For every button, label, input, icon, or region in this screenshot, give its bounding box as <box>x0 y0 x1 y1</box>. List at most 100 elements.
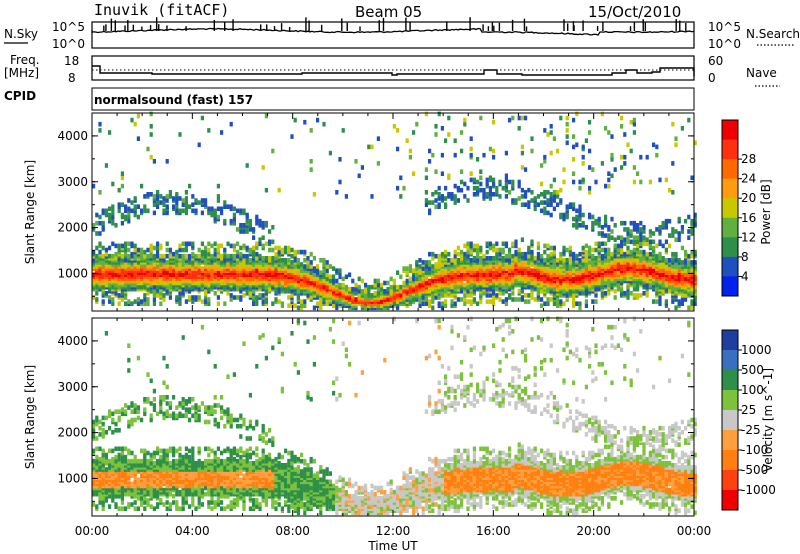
power-cell <box>229 121 233 127</box>
power-cell <box>149 270 153 275</box>
power-cell <box>492 301 496 306</box>
power-cell <box>213 291 217 296</box>
power-cell <box>344 301 348 306</box>
velocity-cell <box>149 504 153 509</box>
power-cell <box>92 249 96 255</box>
power-cell <box>600 225 604 230</box>
power-cell <box>242 243 246 249</box>
power-cell <box>517 183 521 189</box>
nsky-trace <box>91 17 695 36</box>
velocity-cell <box>120 500 124 505</box>
power-cell <box>575 111 579 117</box>
power-cell <box>591 225 595 230</box>
power-cell <box>626 227 630 232</box>
power-cell <box>456 185 460 191</box>
power-cell <box>207 247 211 253</box>
power-cell <box>504 150 508 156</box>
colorbar-swatch <box>722 120 738 141</box>
power-cell <box>674 229 678 234</box>
power-cell <box>418 282 422 288</box>
power-cell <box>216 194 220 199</box>
power-cell <box>264 299 268 304</box>
power-cell <box>399 284 403 290</box>
velocity-cell <box>162 463 166 468</box>
velocity-cell <box>92 434 96 439</box>
power-cell <box>424 202 428 207</box>
velocity-cell <box>117 415 121 421</box>
power-cell <box>517 196 521 201</box>
power-cell <box>530 190 534 195</box>
power-cell <box>101 253 105 259</box>
power-cell <box>396 270 400 275</box>
power-cell <box>328 264 332 269</box>
power-cell <box>588 270 592 275</box>
power-cell <box>524 293 528 298</box>
velocity-cell <box>114 465 118 470</box>
power-cell <box>498 272 502 278</box>
power-cell <box>332 266 336 271</box>
power-cell <box>95 220 99 226</box>
power-cell <box>322 268 326 273</box>
power-cell <box>613 223 617 228</box>
power-cell <box>652 245 656 251</box>
power-cell <box>623 251 627 257</box>
power-cell <box>514 243 518 249</box>
nsearch-label: N.Search <box>746 27 800 41</box>
power-cell <box>479 260 483 265</box>
power-cell <box>239 208 243 214</box>
power-cell <box>632 220 636 226</box>
power-cell <box>479 181 483 187</box>
velocity-cell <box>117 471 121 476</box>
power-cell <box>117 208 121 214</box>
power-cell <box>178 299 182 304</box>
power-cell <box>216 295 220 300</box>
velocity-cell <box>108 413 112 419</box>
power-cell <box>392 291 396 296</box>
power-cell <box>421 260 425 265</box>
velocity-cell <box>95 421 99 427</box>
colorbar-frame <box>721 119 739 297</box>
power-cell <box>584 243 588 249</box>
power-cell <box>674 136 678 141</box>
power-cell <box>405 270 409 275</box>
power-cell <box>520 150 524 156</box>
power-cell <box>527 253 531 259</box>
power-cell <box>655 243 659 249</box>
power-cell <box>181 247 185 253</box>
power-cell <box>575 220 579 226</box>
power-cell <box>600 278 604 284</box>
velocity-cell <box>162 502 166 507</box>
power-cell <box>232 216 236 222</box>
power-cell <box>508 190 512 195</box>
power-cell <box>578 223 582 228</box>
power-cell <box>328 291 332 296</box>
velocity-cell <box>124 403 128 408</box>
power-cell <box>668 187 672 193</box>
power-cell <box>540 181 544 187</box>
power-cell <box>127 241 131 247</box>
power-cell <box>690 299 694 304</box>
power-cell <box>556 258 560 263</box>
power-cell <box>572 179 576 185</box>
power-cell <box>620 286 624 292</box>
power-cell <box>543 249 547 255</box>
power-cell <box>303 258 307 263</box>
power-cell <box>255 214 259 220</box>
power-cell <box>613 289 617 294</box>
power-cell <box>623 241 627 247</box>
power-cell <box>143 194 147 199</box>
power-cell <box>149 251 153 257</box>
power-cell <box>508 293 512 298</box>
power-cell <box>309 284 313 290</box>
power-cell <box>354 282 358 288</box>
power-cell <box>428 251 432 257</box>
power-cell <box>690 227 694 232</box>
power-cell <box>95 253 99 259</box>
power-cell <box>114 291 118 296</box>
nsky-series-line <box>91 27 695 36</box>
power-cell <box>552 264 556 269</box>
power-cell <box>136 214 140 220</box>
power-cell <box>671 190 675 195</box>
power-cell <box>540 192 544 197</box>
